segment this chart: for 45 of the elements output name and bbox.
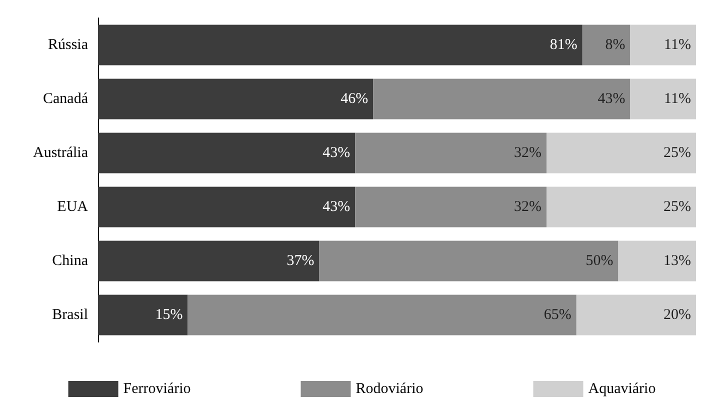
y-tick-label: Canadá (43, 91, 88, 107)
bar (98, 132, 356, 174)
bar (98, 240, 320, 282)
data-label: 13% (664, 253, 691, 269)
data-label: 20% (664, 307, 691, 323)
bar (582, 24, 630, 66)
legend-label: Ferroviário (123, 381, 191, 397)
bar (576, 294, 696, 336)
data-label: 65% (544, 307, 572, 323)
bar (630, 78, 696, 120)
y-tick-label: Austrália (33, 145, 88, 161)
data-label: 11% (664, 91, 691, 107)
bar (319, 240, 618, 282)
data-label: 8% (605, 37, 626, 53)
data-label: 25% (664, 199, 691, 215)
y-tick-label: China (52, 253, 88, 269)
data-label: 32% (514, 199, 542, 215)
bar (630, 24, 696, 66)
data-label: 43% (322, 145, 350, 161)
data-label: 43% (598, 91, 626, 107)
data-label: 15% (155, 307, 183, 323)
bar (355, 132, 546, 174)
legend-label: Aquaviário (588, 381, 656, 397)
bar (355, 186, 546, 228)
data-label: 11% (664, 37, 691, 53)
bar (98, 24, 582, 66)
data-label: 25% (664, 145, 691, 161)
y-tick-label: EUA (57, 199, 88, 215)
bar (546, 186, 696, 228)
data-label: 81% (550, 37, 578, 53)
data-label: 43% (322, 199, 350, 215)
y-tick-label: Rússia (48, 37, 88, 53)
bar (546, 132, 696, 174)
legend-label: Rodoviário (356, 381, 424, 397)
y-tick-label: Brasil (52, 307, 88, 323)
data-label: 50% (586, 253, 614, 269)
bar (618, 240, 696, 282)
bar (98, 186, 356, 228)
data-label: 37% (286, 253, 314, 269)
bar (188, 294, 576, 336)
bar (373, 78, 630, 120)
bar (98, 294, 188, 336)
bar (98, 78, 374, 120)
data-label: 32% (514, 145, 542, 161)
data-label: 46% (340, 91, 368, 107)
